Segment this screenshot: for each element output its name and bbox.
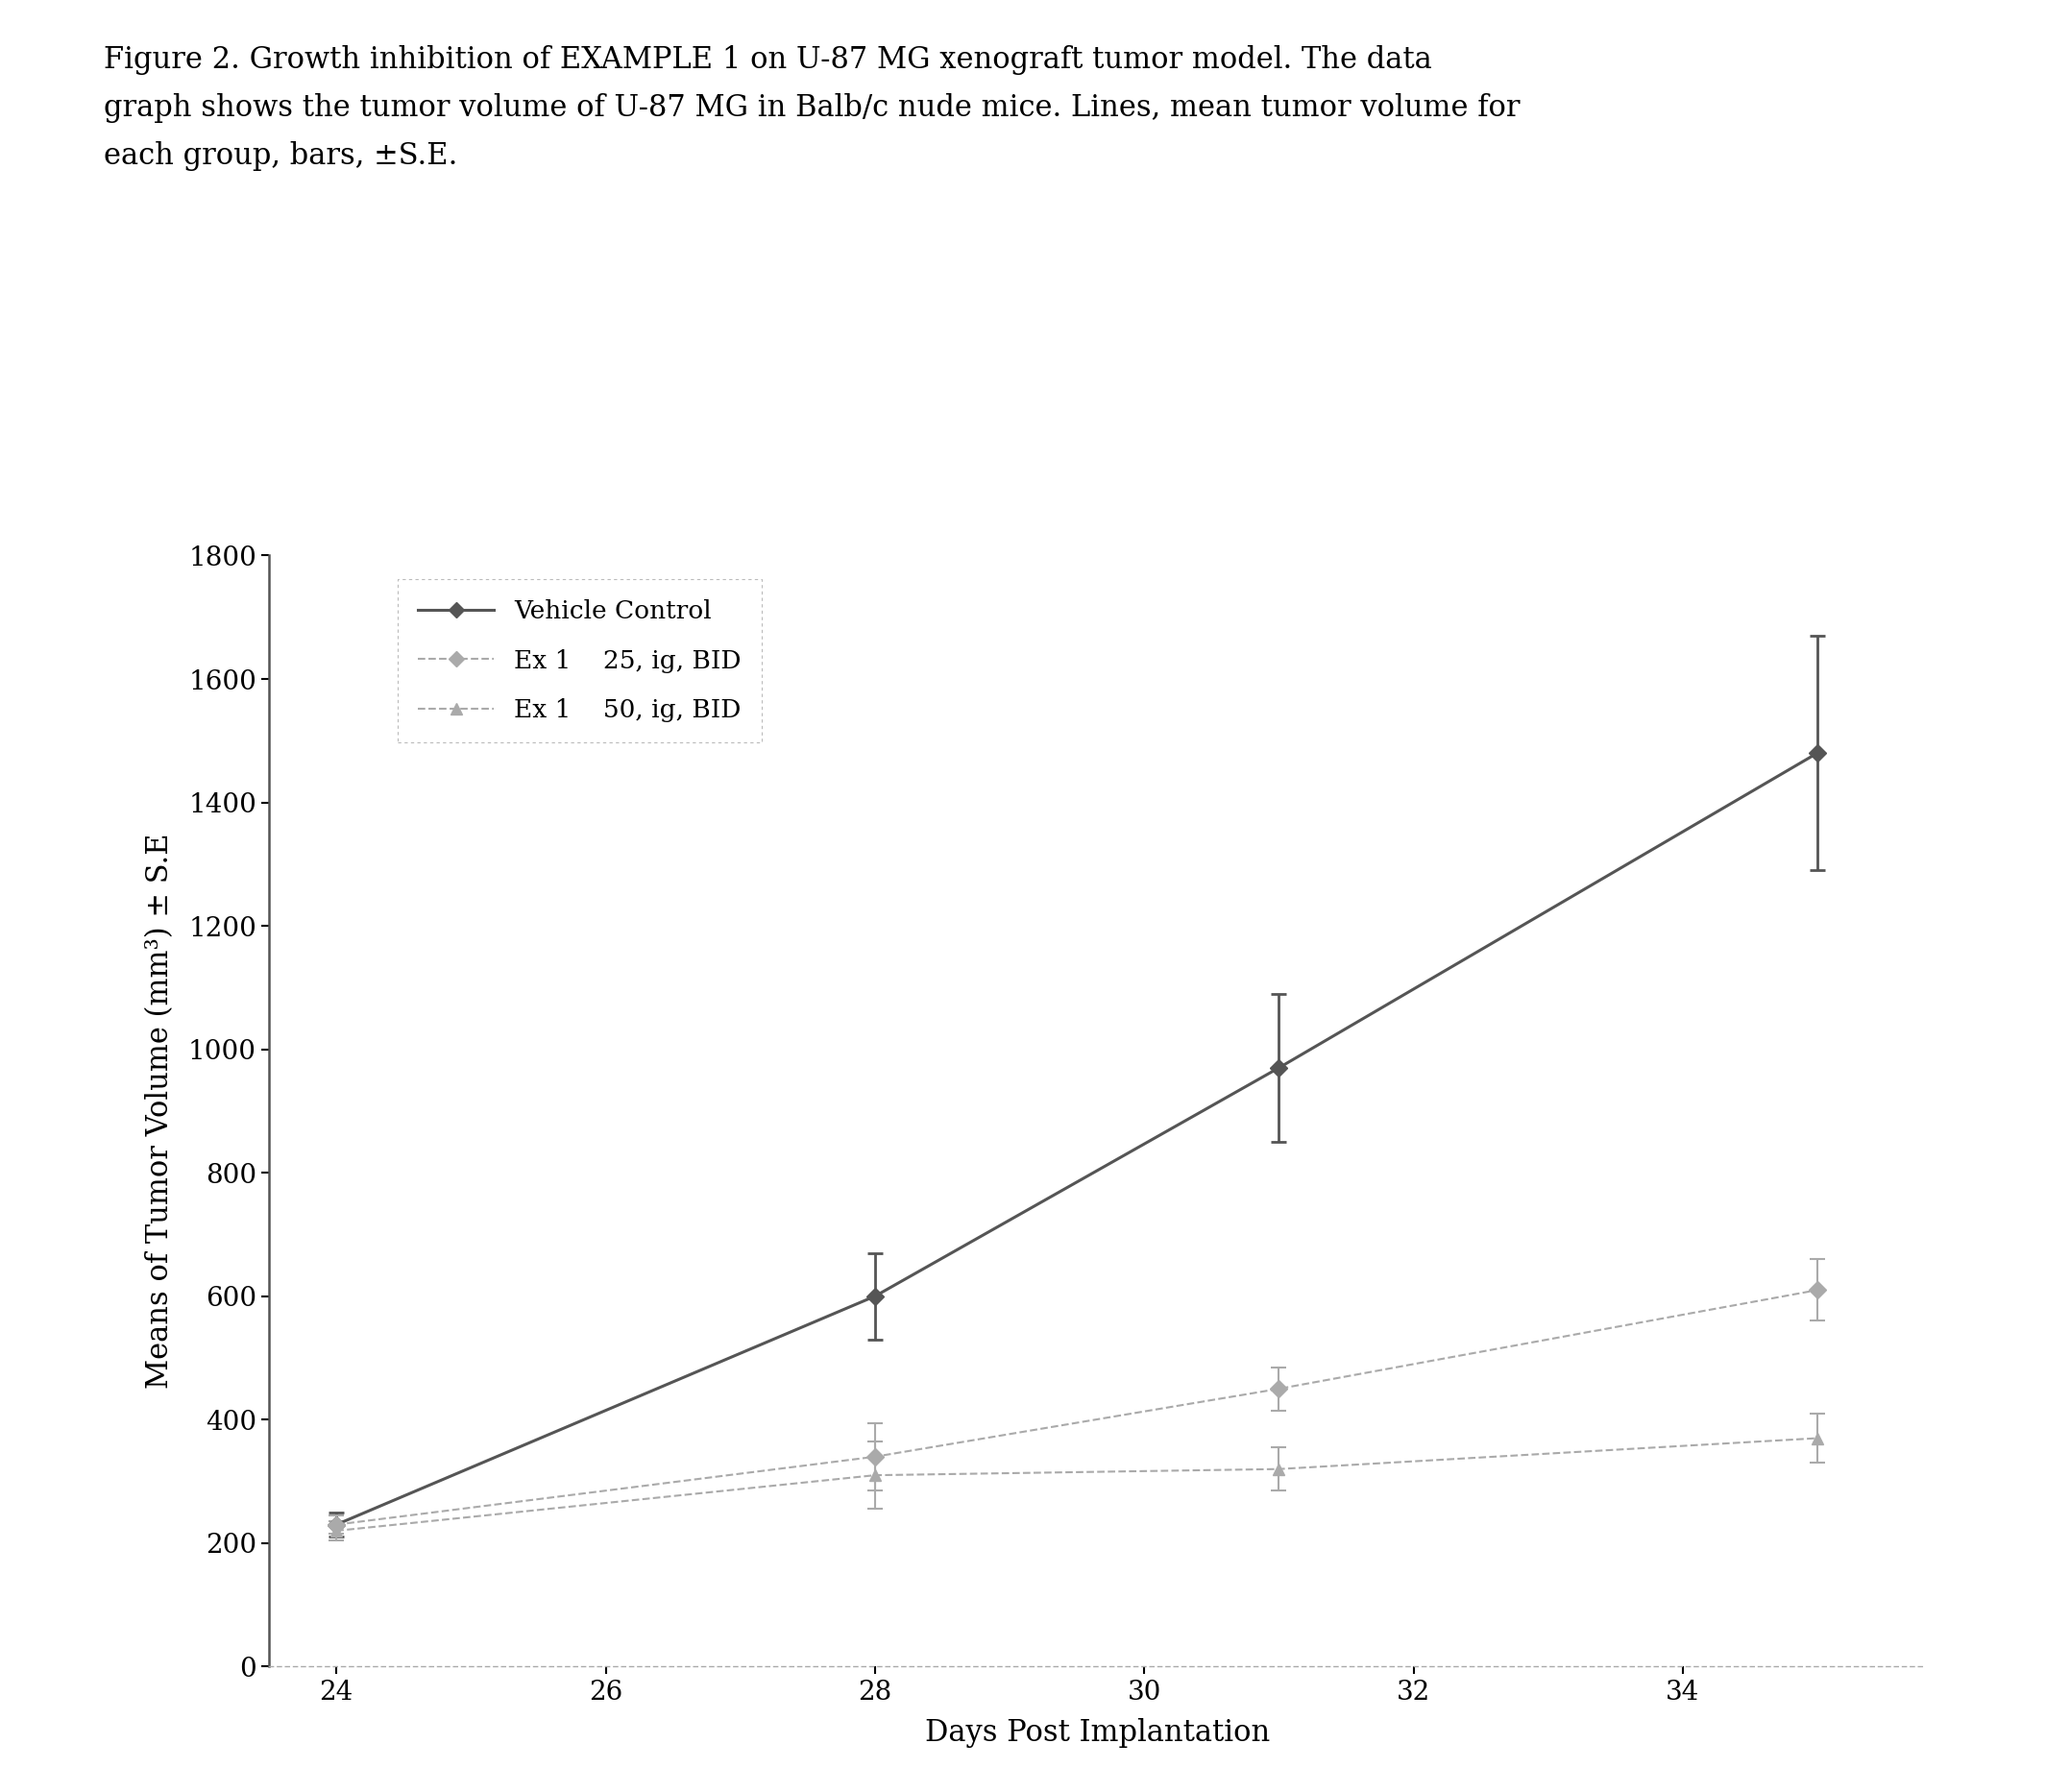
X-axis label: Days Post Implantation: Days Post Implantation <box>925 1719 1269 1749</box>
Legend: Vehicle Control, Ex 1    25, ig, BID, Ex 1    50, ig, BID: Vehicle Control, Ex 1 25, ig, BID, Ex 1 … <box>397 579 762 742</box>
Text: Figure 2. Growth inhibition of EXAMPLE 1 on U-87 MG xenograft tumor model. The d: Figure 2. Growth inhibition of EXAMPLE 1… <box>104 45 1519 170</box>
Y-axis label: Means of Tumor Volume (mm³) ± S.E: Means of Tumor Volume (mm³) ± S.E <box>145 833 174 1389</box>
